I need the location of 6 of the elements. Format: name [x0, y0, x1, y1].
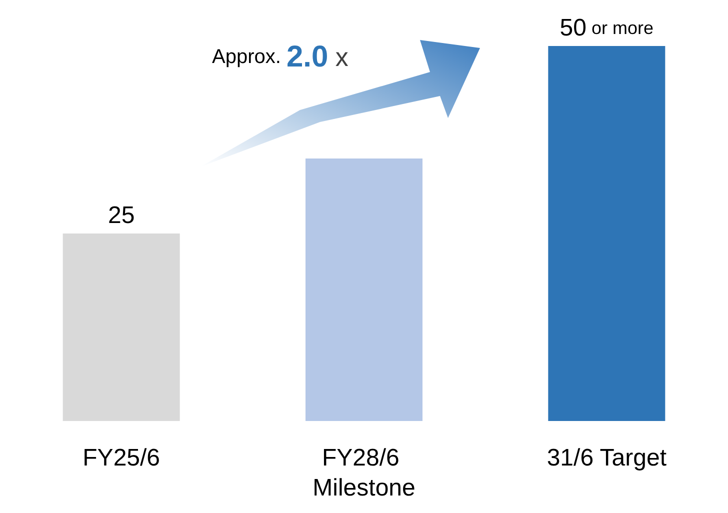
data-label: 50 or more: [560, 14, 654, 42]
x-tick-label: FY28/6 Milestone: [312, 444, 416, 502]
data-label: 25: [108, 202, 135, 229]
annotation: Approx. 2.0 x: [212, 40, 348, 74]
x-tick-label: FY25/6: [82, 444, 160, 472]
x-tick-label: 31/6 Target: [546, 444, 667, 472]
